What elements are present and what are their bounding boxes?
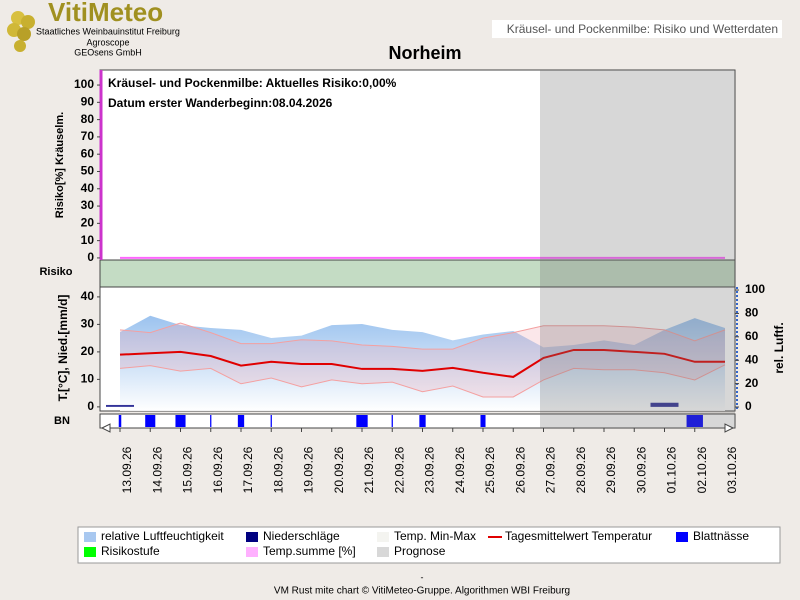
leaf-wetness [175,415,186,427]
humidity-area [120,315,725,411]
y-tick-label: 100 [74,77,94,91]
x-tick-label: 02.10.26 [695,446,709,493]
logo-text: VitiMeteo [48,0,163,27]
y-tick-label: 70 [81,129,95,143]
legend-label: relative Luftfeuchtigkeit [101,529,224,543]
x-tick-label: 26.09.26 [513,446,527,493]
y-tick-label: 60 [81,146,95,160]
temp-tmin [119,364,726,398]
y-tick-label: 20 [81,216,95,230]
bn-label: BN [54,415,70,427]
leaf-wetness [270,415,272,427]
precip-bar [650,402,679,407]
leaf-wetness [210,415,212,427]
x-tick-label: 20.09.26 [332,446,346,493]
legend-label: Niederschläge [263,529,340,543]
x-tick-label: 18.09.26 [271,446,285,493]
annotation: Datum erster Wanderbeginn:08.04.2026 [108,96,333,110]
legend-swatch [377,532,389,542]
y2-tick-label: 20 [745,376,759,390]
annotation: Kräusel- und Pockenmilbe: Aktuelles Risi… [108,76,397,90]
org: Agroscope [86,37,129,47]
risk-plot [99,69,736,261]
y-tick-label: 40 [81,181,95,195]
tab-text: Kräusel- und Pockenmilbe: Risiko und Wet… [507,22,778,36]
legend-swatch [377,547,389,557]
x-tick-label: 30.09.26 [634,446,648,493]
x-tick-label: 15.09.26 [181,446,195,493]
x-tick-label: 01.10.26 [665,446,679,493]
x-tick-label: 14.09.26 [150,446,164,493]
leaf-wetness [419,415,426,427]
x-tick-label: 29.09.26 [604,446,618,493]
y2-tick-label: 60 [745,329,759,343]
x-tick-label: 17.09.26 [241,446,255,493]
x-tick-label: 22.09.26 [392,446,406,493]
y2-tick-label: 100 [745,282,765,296]
org: Staatliches Weinbauinstitut Freiburg [36,26,180,36]
tab [492,20,782,38]
y-tick-label: 40 [81,289,95,303]
legend-label: Risikostufe [101,544,160,558]
chart-title: Norheim [388,43,461,63]
legend-label: Blattnässe [693,529,749,543]
band-label: Risiko [39,266,72,278]
leaf-wetness [118,415,122,427]
y-axis-label: Risiko[%] Kräuselm. [54,112,66,218]
legend-swatch [84,547,96,557]
temp-band [120,323,725,397]
x-tick-label: 28.09.26 [574,446,588,493]
y2-tick-label: 0 [745,399,752,413]
y2-tick-label: 80 [745,306,759,320]
x-tick-label: 25.09.26 [483,446,497,493]
leaf-wetness [391,415,393,427]
x-tick-label: 19.09.26 [302,446,316,493]
leaf-wetness [356,415,368,427]
x-tick-label: 13.09.26 [120,446,134,493]
y2-tick-label: 40 [745,352,759,366]
leaf-wetness [480,415,486,427]
footer: VM Rust mite chart © VitiMeteo-Gruppe. A… [274,586,570,597]
x-tick-label: 16.09.26 [211,446,225,493]
temp-mean [119,348,725,378]
y-axis-label: T.[°C], Nied.[mm/d] [56,295,70,402]
temp-tmax [119,322,726,350]
logo [7,11,35,52]
legend-swatch [246,532,258,542]
leaf-wetness [686,415,703,427]
y-tick-label: 20 [81,344,95,358]
y-tick-label: 10 [81,233,95,247]
y-tick-label: 30 [81,317,95,331]
y2-axis-label: rel. Luftf. [772,322,786,373]
legend-swatch [676,532,688,542]
y-tick-label: 50 [81,164,95,178]
legend-label: Prognose [394,544,446,558]
precip-bar [106,404,134,407]
x-tick-label: 24.09.26 [453,446,467,493]
legend [77,526,781,564]
legend-swatch [246,547,258,557]
bn-strip [99,413,736,429]
x-tick-label: 03.10.26 [725,446,739,493]
y-tick-label: 0 [87,399,94,413]
legend-swatch [84,532,96,542]
forecast-shade [540,70,735,428]
footer: - [421,572,424,582]
leaf-wetness [145,415,156,427]
y-tick-label: 90 [81,95,95,109]
legend-label: Temp.summe [%] [263,544,356,558]
scroll-arrows [100,423,735,433]
y-tick-label: 10 [81,372,95,386]
legend-label: Temp. Min-Max [394,529,476,543]
y-tick-label: 0 [87,250,94,264]
x-tick-label: 21.09.26 [362,446,376,493]
x-tick-label: 27.09.26 [544,446,558,493]
x-tick-label: 23.09.26 [423,446,437,493]
y-tick-label: 80 [81,112,95,126]
y-tick-label: 30 [81,198,95,212]
legend-label: Tagesmittelwert Temperatur [505,529,652,543]
leaf-wetness [237,415,245,427]
org: GEOsens GmbH [74,47,142,57]
